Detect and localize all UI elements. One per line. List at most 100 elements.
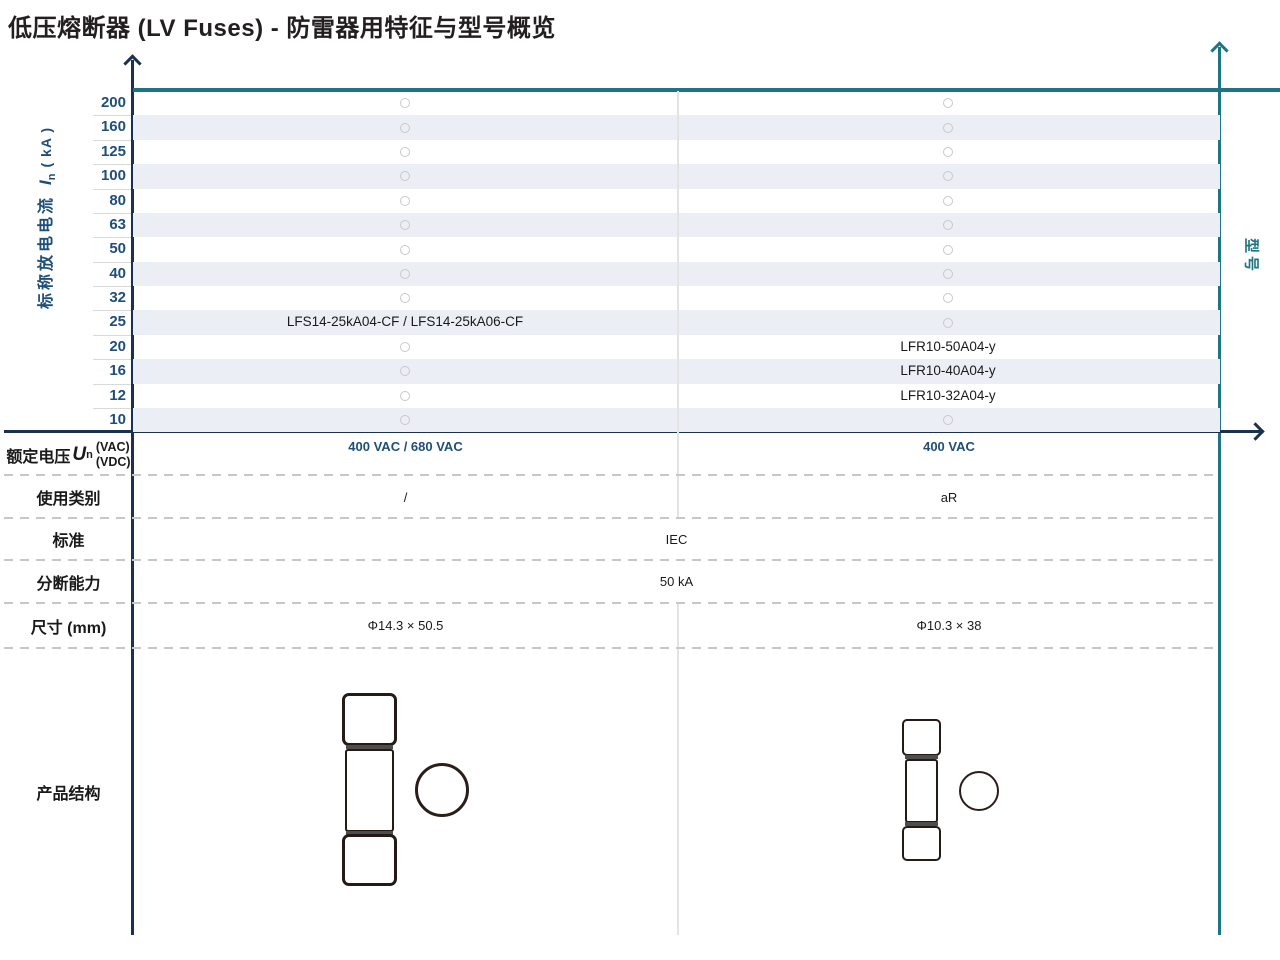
circle-marker-icon xyxy=(943,317,953,328)
chart-row-200 xyxy=(133,91,1220,115)
dimensions-left: Φ14.3 × 50.5 xyxy=(367,618,444,633)
tick-separator xyxy=(93,212,131,214)
circle-marker-icon xyxy=(400,195,410,206)
spec-label-dimensions: 尺寸 (mm) xyxy=(30,619,107,637)
y-axis-tick-label: 16 xyxy=(109,362,126,380)
tick-separator xyxy=(93,261,131,263)
tick-separator xyxy=(93,310,131,312)
fuse-end-view-circle-icon xyxy=(415,763,469,817)
chart-row-125 xyxy=(133,140,1220,164)
chart-row-160 xyxy=(133,115,1220,140)
breaking-capacity-value: 50 kA xyxy=(659,574,694,589)
y-axis-tick-label: 32 xyxy=(109,289,126,307)
column-divider xyxy=(677,91,679,518)
y-axis-arrow-icon xyxy=(123,54,142,73)
fuse-body xyxy=(345,749,394,832)
row-divider xyxy=(4,517,1218,519)
fuse-bottom-cap xyxy=(342,834,397,886)
model-label: LFR10-40A04-y xyxy=(900,363,996,379)
circle-marker-icon xyxy=(943,415,953,426)
dimensions-right: Φ10.3 × 38 xyxy=(916,618,982,633)
rated-voltage-left: 400 VAC / 680 VAC xyxy=(348,439,463,454)
circle-marker-icon xyxy=(400,293,410,304)
spec-label-breaking-capacity: 分断能力 xyxy=(36,575,101,593)
chart-row-25: LFS14-25kA04-CF / LFS14-25kA06-CF xyxy=(133,310,1220,335)
chart-row-100 xyxy=(133,164,1220,189)
tick-separator xyxy=(93,408,131,409)
y-axis-tick-label: 12 xyxy=(109,386,126,404)
circle-marker-icon xyxy=(400,122,410,133)
tick-separator xyxy=(93,188,131,190)
spec-label-standard: 标准 xyxy=(52,533,85,550)
circle-marker-icon xyxy=(400,171,410,182)
chart-row-16: LFR10-40A04-y xyxy=(133,359,1220,384)
standard-value: IEC xyxy=(665,531,688,547)
rated-voltage-right: 400 VAC xyxy=(923,439,975,454)
utilization-right: aR xyxy=(940,489,958,505)
y-axis-tick-label: 160 xyxy=(100,118,126,136)
chart-grid: LFS14-25kA04-CF / LFS14-25kA06-CF LFR10-5… xyxy=(133,91,1220,433)
circle-marker-icon xyxy=(943,122,953,133)
unit-vac: (VAC) xyxy=(95,440,130,455)
unit-vdc: (VDC) xyxy=(95,454,131,469)
chart-row-40 xyxy=(133,261,1220,287)
circle-marker-icon xyxy=(400,98,410,109)
model-label: LFS14-25kA04-CF / LFS14-25kA06-CF xyxy=(286,314,524,330)
voltage-units: (VAC) (VDC) xyxy=(96,440,131,469)
tick-separator xyxy=(93,139,131,141)
fuse-ferrule-band xyxy=(905,822,938,826)
chart-row-10 xyxy=(133,408,1220,433)
circle-marker-icon xyxy=(943,268,953,279)
circle-marker-icon xyxy=(400,146,410,157)
spec-row-breaking-capacity: 分断能力 50 kA xyxy=(4,560,1220,603)
circle-marker-icon xyxy=(400,366,410,377)
model-label: LFR10-50A04-y xyxy=(900,338,996,354)
spec-label-product-structure: 产品结构 xyxy=(36,785,101,803)
column-divider xyxy=(677,603,679,935)
fuse-top-cap xyxy=(902,719,941,756)
y-axis-tick-label: 100 xyxy=(100,167,126,185)
tick-separator xyxy=(93,115,131,117)
y-axis-tick-label: 125 xyxy=(100,142,126,160)
spec-label-utilization-category: 使用类别 xyxy=(36,491,101,508)
y-axis-tick-label: 200 xyxy=(100,94,126,111)
row-divider xyxy=(4,647,1218,649)
row-divider xyxy=(4,602,1218,604)
x-axis-arrow-icon xyxy=(1246,422,1265,441)
circle-marker-icon xyxy=(943,293,953,304)
right-axis-title: 型号 xyxy=(1242,237,1260,275)
circle-marker-icon xyxy=(400,220,410,231)
chart-row-32 xyxy=(133,286,1220,310)
tick-separator xyxy=(93,359,131,361)
utilization-left: / xyxy=(403,489,408,505)
chart-row-80 xyxy=(133,189,1220,213)
tick-separator xyxy=(93,237,131,239)
spec-row-utilization-category: 使用类别 / aR xyxy=(4,476,1220,518)
fuse-ferrule-band xyxy=(346,831,393,835)
model-label: LFR10-32A04-y xyxy=(900,387,996,403)
circle-marker-icon xyxy=(943,244,953,255)
y-axis-tick-label: 50 xyxy=(109,240,126,258)
fuse-ferrule-band xyxy=(346,745,393,749)
chart-row-20: LFR10-50A04-y xyxy=(133,335,1220,359)
spec-row-standard: 标准 IEC xyxy=(4,518,1220,560)
circle-marker-icon xyxy=(400,244,410,255)
y-axis-tick-label: 20 xyxy=(109,337,126,355)
voltage-symbol: U xyxy=(72,443,87,465)
right-axis-line xyxy=(1218,47,1221,935)
circle-marker-icon xyxy=(943,171,953,182)
tick-separator xyxy=(93,334,131,336)
chart-top-border xyxy=(133,88,1280,92)
y-axis-line xyxy=(131,60,134,935)
chart-row-12: LFR10-32A04-y xyxy=(133,384,1220,408)
spec-label-text: 额定电压 xyxy=(6,448,71,466)
page-title: 低压熔断器 (LV Fuses) - 防雷器用特征与型号概览 xyxy=(8,15,556,42)
circle-marker-icon xyxy=(943,220,953,231)
fuse-end-view-circle-icon xyxy=(959,771,999,811)
circle-marker-icon xyxy=(400,342,410,353)
circle-marker-icon xyxy=(943,98,953,109)
voltage-symbol-sub: n xyxy=(86,448,93,461)
y-axis-tick-label: 10 xyxy=(109,411,126,428)
